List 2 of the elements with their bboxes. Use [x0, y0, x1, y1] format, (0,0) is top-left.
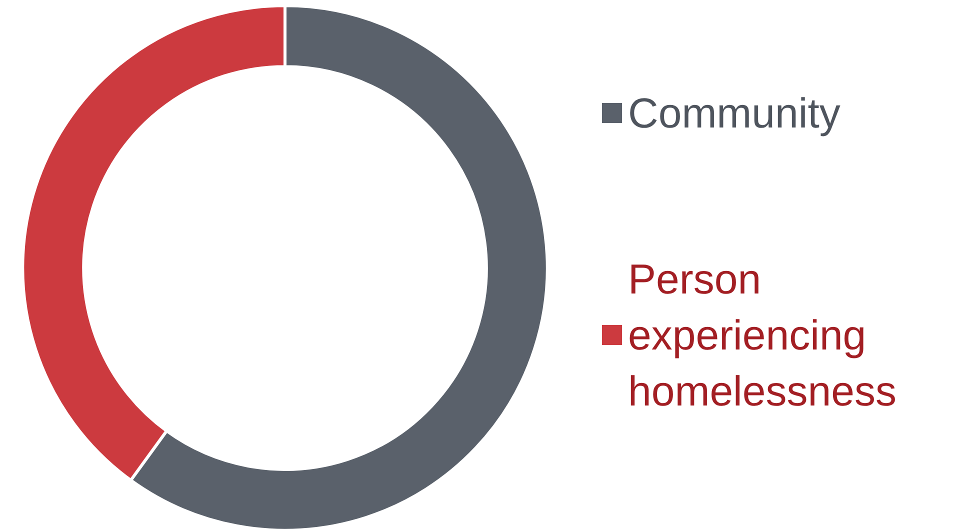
legend-label: Community: [628, 90, 840, 136]
legend-label: Person experiencing homelessness: [628, 256, 896, 414]
